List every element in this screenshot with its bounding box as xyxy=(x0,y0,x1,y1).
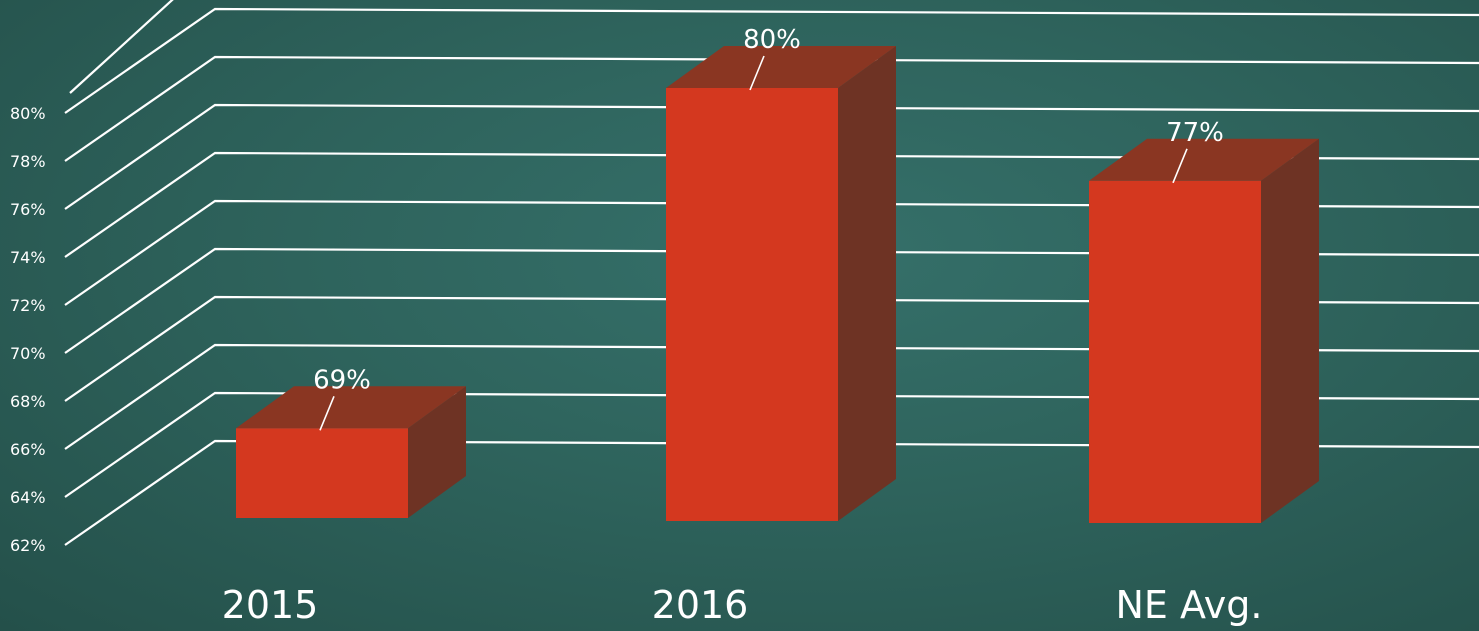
y-tick-label: 78% xyxy=(10,152,46,171)
data-label: 69% xyxy=(313,365,371,395)
gridline xyxy=(69,0,174,94)
bar xyxy=(1089,138,1319,523)
gridline xyxy=(64,103,1479,210)
category-label: NE Avg. xyxy=(1116,583,1263,627)
y-tick-label: 76% xyxy=(10,200,46,219)
y-tick-label: 68% xyxy=(10,392,46,411)
bars-layer xyxy=(236,46,1319,523)
labels-layer: 62% 64% 66% 68% 70% 72% 74% 76% 78% 80% 69% 2015 80%… xyxy=(10,25,1262,627)
y-tick-label: 66% xyxy=(10,440,46,459)
category-label: 2016 xyxy=(652,583,749,627)
gridline xyxy=(64,7,1479,114)
gridline xyxy=(64,343,1479,450)
y-tick-label: 80% xyxy=(10,104,46,123)
gridline xyxy=(64,151,1479,258)
bar-front xyxy=(1089,180,1261,523)
y-tick-label: 64% xyxy=(10,488,46,507)
category-label: 2015 xyxy=(222,583,319,627)
bar-front xyxy=(666,88,838,521)
bar-side xyxy=(838,46,896,521)
gridline xyxy=(64,391,1479,498)
bar-top xyxy=(1089,138,1319,181)
bar-top xyxy=(666,46,896,88)
gridline xyxy=(64,247,1479,354)
data-label: 80% xyxy=(743,25,801,55)
y-tick-label: 72% xyxy=(10,296,46,315)
data-label-leader xyxy=(1172,148,1188,184)
y-tick-label: 62% xyxy=(10,536,46,555)
bar-top xyxy=(236,386,466,429)
bar-front xyxy=(236,428,408,518)
data-label: 77% xyxy=(1166,118,1224,148)
gridline xyxy=(64,55,1479,162)
data-label-leader xyxy=(319,395,335,431)
data-label-leader xyxy=(749,55,765,91)
y-tick-label: 70% xyxy=(10,344,46,363)
gridline xyxy=(64,439,1479,546)
bar xyxy=(666,46,896,521)
bar-side xyxy=(408,386,466,518)
gridline xyxy=(64,295,1479,402)
bar-side xyxy=(1261,138,1319,523)
bar xyxy=(236,386,466,518)
grid-layer xyxy=(64,0,1479,546)
gridline xyxy=(64,199,1479,306)
y-tick-label: 74% xyxy=(10,248,46,267)
